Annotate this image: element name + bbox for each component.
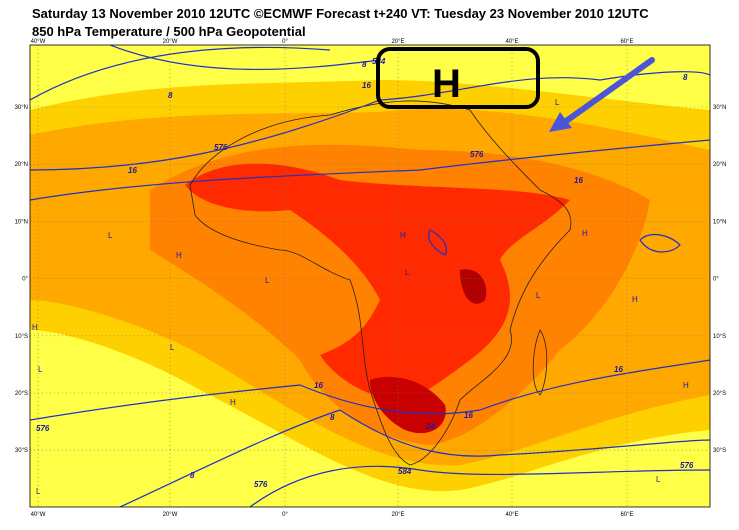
pressure-mark: L (536, 291, 541, 300)
pressure-mark: L (656, 475, 661, 484)
lon-label: 0° (282, 39, 288, 45)
pressure-mark: H (683, 381, 689, 390)
contour-label: 584 (398, 467, 412, 476)
lat-label: 30°N (15, 105, 28, 111)
lat-label: 20°N (15, 162, 28, 168)
contour-label: 24 (425, 422, 435, 431)
lon-label: 60°E (620, 39, 633, 45)
pressure-mark: H (230, 398, 236, 407)
annotation: H (432, 62, 461, 106)
pressure-mark: L (108, 231, 113, 240)
map-frame (29, 44, 711, 508)
pressure-mark: L (36, 487, 41, 496)
lat-label: 30°S (15, 448, 28, 454)
pressure-mark: L (170, 343, 175, 352)
lat-label: 30°N (713, 105, 726, 111)
contour-label: 576 (254, 480, 268, 489)
pressure-mark: H (582, 229, 588, 238)
subtitle: 850 hPa Temperature / 500 hPa Geopotenti… (32, 24, 306, 39)
lon-label: 20°E (391, 39, 404, 45)
contour-label: 16 (314, 381, 323, 390)
map-area (30, 45, 710, 507)
contour-label: 576 (36, 424, 50, 433)
lon-label: 0° (282, 512, 288, 518)
pressure-mark: H (176, 251, 182, 260)
contour-label: 16 (128, 166, 137, 175)
contour-label: 576 (214, 143, 228, 152)
graticule (30, 45, 710, 507)
contour-label: 16 (614, 365, 623, 374)
lon-label: 40°E (505, 39, 518, 45)
contour-label: 8 (168, 91, 173, 100)
lat-label: 0° (713, 277, 719, 283)
lat-label: 20°S (713, 391, 726, 397)
contour-label: 8 (190, 471, 195, 480)
lon-label: 20°W (163, 512, 178, 518)
lat-label: 10°S (713, 334, 726, 340)
lat-label: 10°N (713, 219, 726, 225)
title: Saturday 13 November 2010 12UTC ©ECMWF F… (32, 6, 649, 21)
pressure-mark: L (555, 98, 560, 107)
contour-label: 16 (464, 411, 473, 420)
pressure-mark: L (265, 276, 270, 285)
lon-label: 40°E (505, 512, 518, 518)
lon-label: 60°E (620, 512, 633, 518)
lon-label: 40°W (31, 39, 46, 45)
pressure-mark: H (32, 323, 38, 332)
pressure-mark: H (400, 231, 406, 240)
lon-label: 20°E (391, 512, 404, 518)
contour-label: 576 (470, 150, 484, 159)
contour-label: 16 (574, 176, 583, 185)
contour-label: 16 (362, 81, 371, 90)
contour-label: 8 (330, 413, 335, 422)
pressure-mark: L (405, 268, 410, 277)
lon-label: 20°W (163, 39, 178, 45)
lat-label: 10°N (15, 219, 28, 225)
lat-label: 0° (22, 277, 28, 283)
contour-label: 8 (683, 73, 688, 82)
arrow (549, 57, 655, 132)
pressure-mark: L (38, 365, 43, 374)
lat-label: 30°S (713, 448, 726, 454)
contour-label: 8 (362, 60, 367, 69)
lat-label: 20°S (15, 391, 28, 397)
highlight-box (376, 47, 540, 109)
lat-label: 10°S (15, 334, 28, 340)
pressure-marks: L H L H L H L H L H H L L L H L (32, 98, 689, 496)
contour-labels: 584 8 8 16 576 16 576 16 16 8 24 16 16 5… (36, 57, 694, 489)
lon-label: 40°W (31, 512, 46, 518)
contour-label: 576 (680, 461, 694, 470)
pressure-mark: H (632, 295, 638, 304)
lat-label: 20°N (713, 162, 726, 168)
